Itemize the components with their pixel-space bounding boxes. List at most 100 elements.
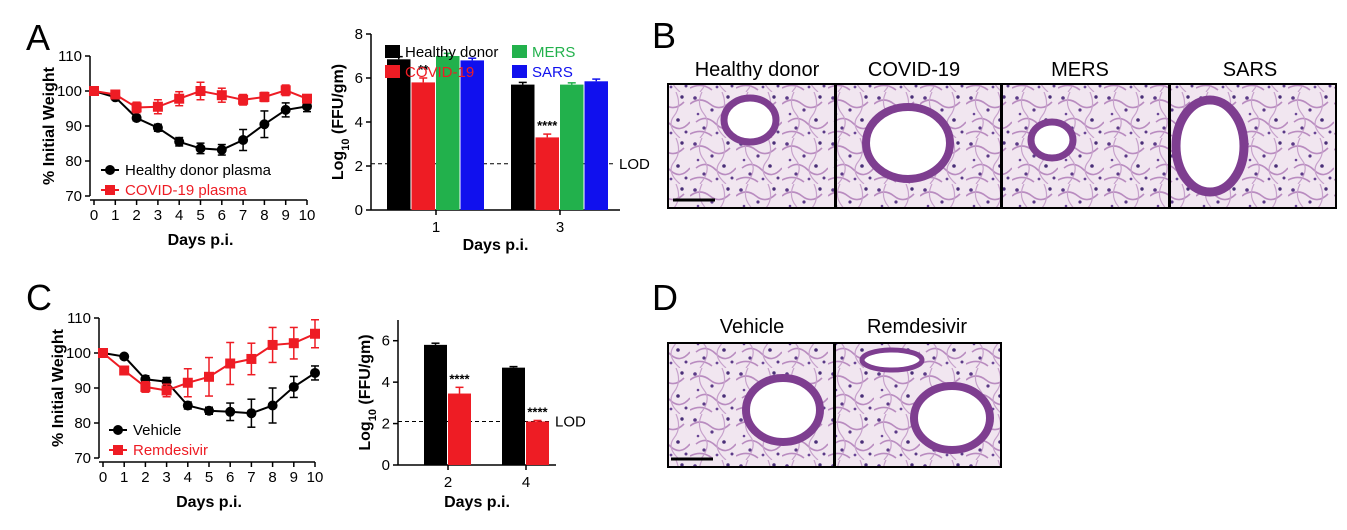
chart-c-weight: 70 80 90 100 110 0 1 2 3 4 5 6 7 8 9 10 Days p.i. % Initi… — [50, 310, 323, 511]
legend-label: Healthy donor plasma — [125, 162, 272, 179]
x-axis-title: Days p.i. — [168, 232, 234, 249]
bar-remdesivir — [448, 393, 471, 465]
data-point — [119, 365, 130, 376]
y-tick-label: 110 — [67, 310, 91, 327]
data-point — [280, 104, 291, 115]
x-tick-label: 9 — [290, 469, 298, 486]
bar-vehicle — [424, 344, 447, 465]
data-point — [238, 94, 249, 105]
legend-label: MERS — [532, 44, 575, 61]
x-tick-label: 2 — [132, 207, 140, 224]
chart-a-weight: 70 80 90 100 110 0 1 2 3 4 5 6 7 8 9 10 Days p.i. % Initi… — [41, 48, 315, 249]
x-tick-label: 10 — [307, 469, 324, 486]
y-axis-title: Log10 (FFU/gm) — [357, 334, 379, 450]
histology-header-covid-19: COVID-19 — [868, 59, 960, 81]
y-axis-title: % Initial Weight — [50, 328, 67, 447]
histology-image-sars — [1169, 83, 1337, 209]
x-tick-label: 3 — [162, 469, 170, 486]
x-tick-label: 4 — [175, 207, 183, 224]
legend-swatch — [385, 65, 400, 78]
y-tick-label: 4 — [355, 114, 363, 131]
histology-panel-d: Vehicle Remdesivir — [667, 316, 1002, 468]
data-point — [131, 102, 142, 113]
x-tick-label: 0 — [99, 469, 107, 486]
bar-mers — [560, 84, 584, 210]
x-tick-label: 9 — [282, 207, 290, 224]
data-point — [310, 367, 320, 378]
data-point — [195, 143, 206, 154]
significance-marker: ** — [418, 62, 429, 77]
data-point — [216, 90, 227, 101]
data-point — [182, 377, 193, 388]
x-tick-label: 5 — [196, 207, 204, 224]
data-point — [259, 119, 270, 130]
bar-group-day-1 — [387, 52, 484, 211]
data-point — [302, 101, 312, 112]
series-vehicle — [98, 348, 320, 428]
data-point — [152, 122, 163, 133]
y-tick-label: 6 — [355, 70, 363, 87]
data-point — [182, 400, 193, 411]
x-tick-label: 4 — [522, 474, 530, 491]
data-point — [174, 93, 185, 104]
legend: Healthy donor plasma COVID-19 plasma — [101, 162, 272, 199]
histology-image-covid-19 — [835, 83, 1002, 209]
data-point — [152, 101, 163, 112]
legend: Vehicle Remdesivir — [109, 422, 208, 459]
data-point — [288, 338, 299, 349]
x-tick-label: 10 — [299, 207, 316, 224]
legend-marker — [113, 425, 123, 435]
data-point — [246, 353, 257, 364]
legend-label: Vehicle — [133, 422, 181, 439]
data-point — [195, 86, 206, 96]
data-point — [267, 339, 278, 350]
data-point — [204, 405, 214, 416]
bar-vehicle — [502, 367, 525, 465]
data-point — [140, 381, 151, 392]
legend-label: Remdesivir — [133, 442, 208, 459]
histology-image-healthy-donor — [667, 83, 836, 209]
y-tick-label: 90 — [65, 118, 82, 135]
y-tick-label: 2 — [355, 158, 363, 175]
bar-sars — [460, 60, 484, 211]
y-tick-label: 90 — [74, 380, 91, 397]
histology-header-healthy-donor: Healthy donor — [695, 59, 820, 81]
histology-image-mers — [1001, 83, 1170, 209]
data-point — [288, 381, 299, 392]
data-point — [259, 91, 270, 102]
legend-marker — [113, 445, 123, 455]
bar-remdesivir — [526, 421, 549, 465]
bar-group-day-4 — [502, 365, 549, 465]
data-point — [98, 348, 108, 358]
histology-header-sars: SARS — [1223, 59, 1277, 81]
panel-label-c: C — [26, 277, 52, 318]
legend-swatch — [512, 45, 527, 58]
histology-header-mers: MERS — [1051, 59, 1109, 81]
bar-healthy-donor — [511, 84, 535, 210]
data-point — [238, 135, 249, 145]
y-tick-label: 0 — [355, 202, 363, 219]
y-tick-label: 8 — [355, 26, 363, 43]
data-point — [174, 136, 185, 147]
data-point — [161, 385, 172, 396]
bar-covid-19 — [535, 137, 559, 210]
panel-label-b: B — [652, 15, 676, 56]
data-point — [225, 406, 236, 417]
bar-covid-19 — [411, 82, 435, 210]
significance-marker: **** — [537, 118, 558, 133]
data-point — [216, 144, 227, 155]
x-tick-label: 2 — [141, 469, 149, 486]
legend-swatch — [512, 65, 527, 78]
y-tick-label: 80 — [65, 153, 82, 170]
bar-mers — [436, 56, 460, 210]
legend-label: Healthy donor — [405, 44, 498, 61]
data-point — [280, 85, 291, 96]
y-tick-label: 100 — [66, 345, 91, 362]
y-tick-label: 6 — [382, 333, 390, 350]
y-tick-label: 0 — [382, 457, 390, 474]
y-tick-label: 100 — [57, 83, 82, 100]
series-remdesivir — [98, 319, 320, 398]
x-tick-label: 7 — [247, 469, 255, 486]
